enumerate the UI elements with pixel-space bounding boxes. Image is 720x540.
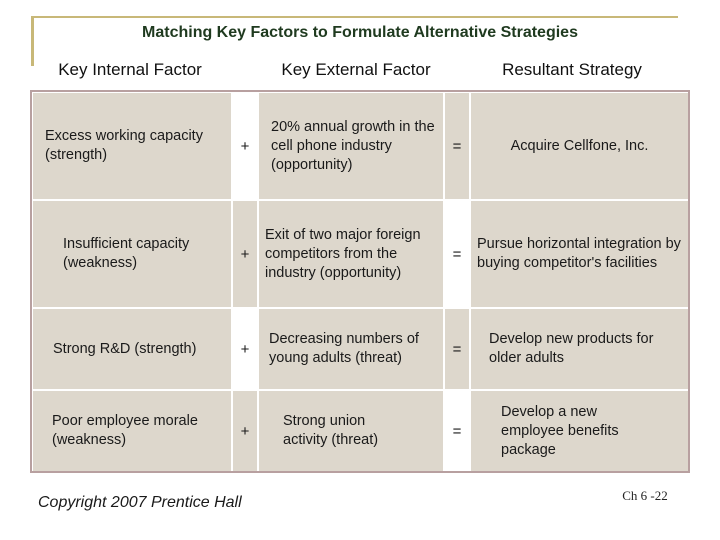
row-1-internal-factor: Excess working capacity (strength) <box>33 93 231 199</box>
row-4-plus-sign: + <box>233 391 257 471</box>
row-2-plus-sign: + <box>233 201 257 307</box>
row-1-equals-sign: = <box>445 93 469 199</box>
row-3-equals-sign: = <box>445 309 469 389</box>
row-4-internal-factor: Poor employee morale (weakness) <box>33 391 231 471</box>
header-internal-factor: Key Internal Factor <box>58 60 202 79</box>
header-external-factor: Key External Factor <box>281 60 431 79</box>
row-1-external-factor: 20% annual growth in the cell phone indu… <box>259 93 443 199</box>
row-2-external-factor: Exit of two major foreign competitors fr… <box>259 201 443 307</box>
row-3-resultant-strategy: Develop new products for older adults <box>471 309 688 389</box>
page-number: Ch 6 -22 <box>622 488 668 503</box>
slide-frame-top <box>31 16 678 18</box>
matching-table: Excess working capacity (strength) + 20%… <box>30 90 690 473</box>
row-3-internal-factor: Strong R&D (strength) <box>33 309 231 389</box>
slide-title: Matching Key Factors to Formulate Altern… <box>142 24 578 41</box>
row-4-external-factor: Strong union activity (threat) <box>259 391 443 471</box>
header-resultant-strategy: Resultant Strategy <box>502 60 642 79</box>
row-2-internal-factor: Insufficient capacity (weakness) <box>33 201 231 307</box>
row-4-equals-sign: = <box>452 422 462 440</box>
row-3-external-factor: Decreasing numbers of young adults (thre… <box>259 309 443 389</box>
row-3-plus-sign: + <box>240 340 250 358</box>
row-1-resultant-strategy: Acquire Cellfone, Inc. <box>471 93 688 199</box>
row-4-resultant-strategy: Develop a new employee benefits package <box>471 391 688 471</box>
row-2-resultant-strategy: Pursue horizontal integration by buying … <box>471 201 688 307</box>
row-1-plus-sign: + <box>240 137 250 155</box>
copyright-footer: Copyright 2007 Prentice Hall <box>38 494 242 511</box>
row-2-equals-sign: = <box>452 245 462 263</box>
slide-frame-left <box>31 16 34 66</box>
